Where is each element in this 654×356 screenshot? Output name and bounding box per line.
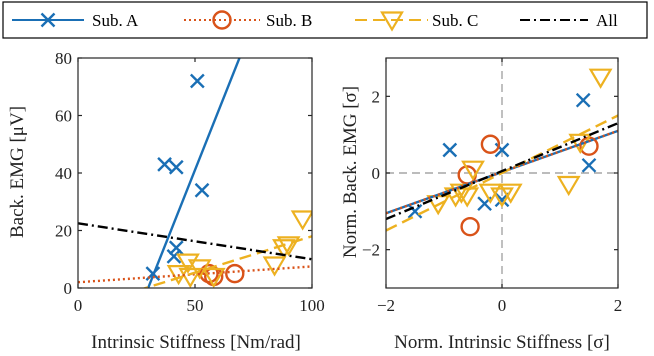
legend-label-sub-a: Sub. A (92, 11, 139, 30)
right-point-sub-a-0 (407, 203, 423, 219)
left-y-axis-title: Back. EMG [μV] (7, 106, 28, 238)
left-x-axis-title: Intrinsic Stiffness [Nm/rad] (91, 332, 301, 353)
right-point-sub-a-1 (442, 142, 458, 158)
left-point-sub-c-4 (201, 267, 226, 288)
right-plot: −2 0 2 −2 0 2 (362, 57, 623, 315)
left-point-sub-c-2 (178, 267, 203, 288)
left-point-sub-a-2 (166, 249, 182, 264)
right-point-sub-b-2 (480, 134, 501, 154)
left-fit-line-sub-a (146, 58, 241, 288)
legend-entry-sub-a: Sub. A (12, 11, 139, 30)
left-y-tick-label-0: 0 (64, 279, 73, 298)
left-x-tick-label-2: 100 (299, 296, 325, 315)
legend-marker-sub-b-shape (212, 10, 232, 30)
legend: Sub. A Sub. B Sub. C All (2, 1, 648, 39)
right-fit-line-all (386, 122, 618, 221)
left-point-sub-a-5 (189, 73, 205, 89)
left-fit-line-sub-b (78, 265, 312, 284)
right-point-sub-c-4 (461, 160, 485, 181)
left-point-sub-a-1 (157, 157, 172, 172)
legend-label-all: All (596, 11, 618, 30)
legend-marker-sub-c (380, 11, 404, 32)
left-point-sub-c-6 (271, 239, 296, 260)
right-point-sub-c-10 (588, 68, 613, 89)
right-y-tick-label-2: 2 (372, 87, 381, 106)
right-point-sub-c-8 (556, 175, 581, 197)
right-point-sub-b-0 (460, 216, 480, 237)
left-point-sub-a-4 (168, 159, 184, 175)
legend-marker-sub-a-shape (40, 12, 56, 28)
left-y-tick-label-1: 20 (55, 222, 72, 241)
left-point-sub-a-3 (168, 240, 184, 256)
left-plot: 0 50 100 0 20 40 60 80 (55, 49, 325, 315)
left-point-sub-b-2 (225, 263, 245, 284)
left-point-sub-c-8 (290, 210, 312, 231)
legend-marker-sub-a (40, 12, 56, 28)
right-point-sub-c-0 (426, 195, 451, 216)
left-y-tick-label-4: 80 (55, 49, 72, 68)
right-x-axis-title: Norm. Intrinsic Stiffness [σ] (394, 332, 610, 353)
right-point-sub-c-2 (449, 183, 474, 204)
left-point-sub-a-6 (194, 182, 210, 198)
right-point-sub-a-6 (575, 92, 591, 108)
left-x-tick-label-1: 50 (187, 296, 204, 315)
right-y-tick-label-1: 0 (372, 164, 381, 183)
left-point-sub-c-1 (176, 253, 200, 274)
right-point-sub-a-5 (581, 157, 597, 173)
left-x-tick-label-0: 0 (74, 296, 83, 315)
right-point-sub-c-7 (498, 183, 523, 204)
right-y-tick-label-0: −2 (362, 241, 380, 260)
right-x-tick-label-0: −2 (377, 296, 395, 315)
right-x-tick-label-2: 2 (614, 296, 623, 315)
right-y-axis-title: Norm. Back. EMG [σ] (340, 86, 361, 258)
legend-entry-sub-b: Sub. B (184, 10, 312, 30)
right-fit-line-sub-c (386, 114, 618, 232)
left-y-tick-label-2: 40 (55, 164, 72, 183)
left-fit-line-sub-c (141, 235, 312, 288)
legend-marker-sub-b (212, 10, 232, 30)
legend-marker-sub-c-shape (380, 11, 404, 32)
right-x-tick-label-1: 0 (498, 296, 507, 315)
legend-label-sub-c: Sub. C (432, 11, 478, 30)
legend-entry-all: All (520, 11, 618, 30)
legend-box (2, 1, 648, 39)
right-fit-line-sub-b (386, 129, 618, 215)
left-point-sub-c-5 (262, 256, 287, 277)
legend-entry-sub-c: Sub. C (355, 11, 478, 32)
left-y-tick-label-3: 60 (55, 107, 72, 126)
legend-label-sub-b: Sub. B (266, 11, 312, 30)
right-plot-content (386, 58, 618, 288)
left-plot-content (78, 58, 312, 288)
right-point-sub-c-3 (455, 187, 480, 208)
